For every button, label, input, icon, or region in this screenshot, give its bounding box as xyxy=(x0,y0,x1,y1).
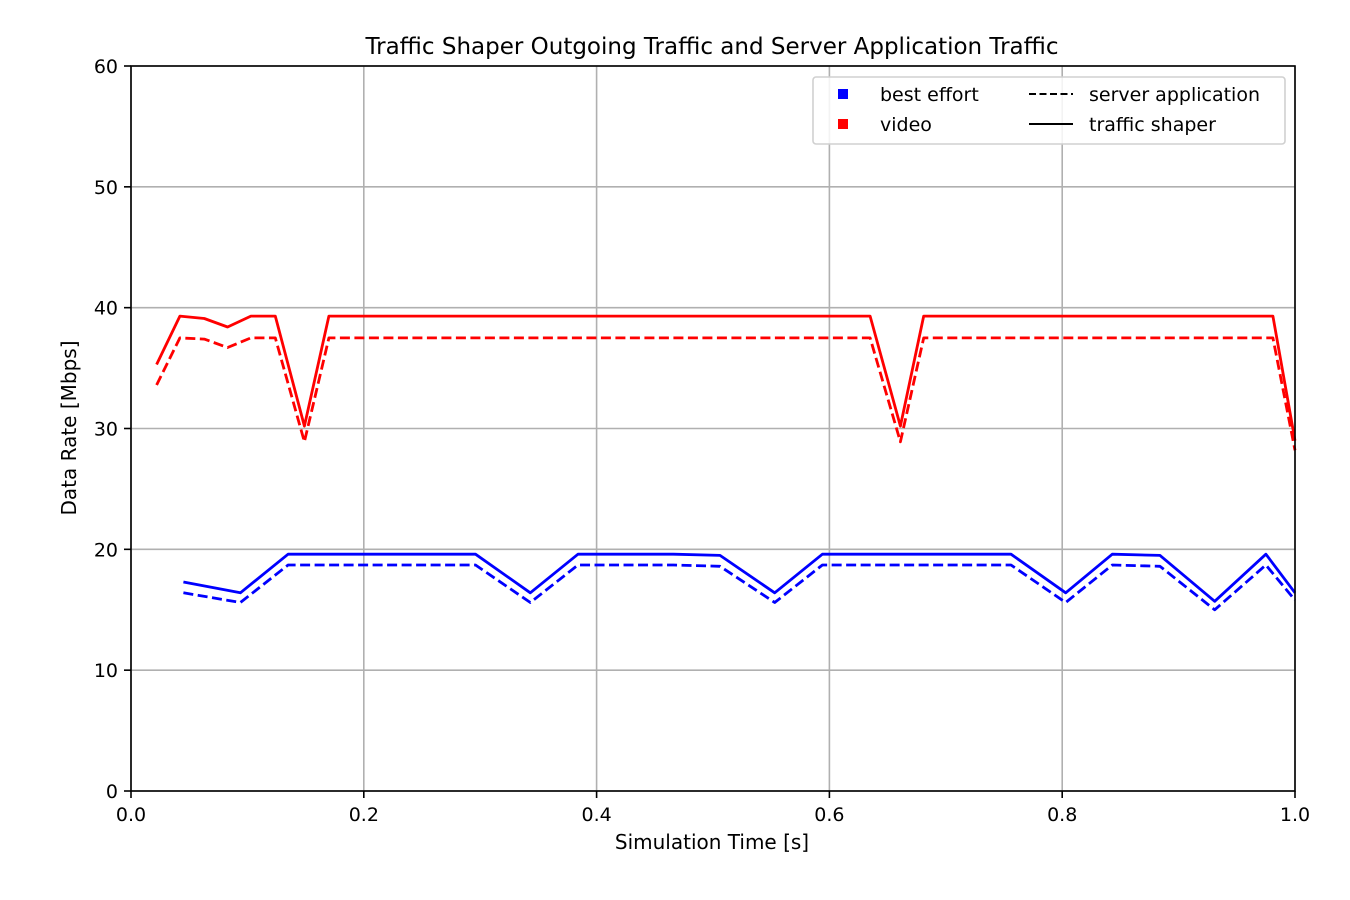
series-line-video-traffic-shaper xyxy=(155,314,1297,441)
axis-ticks: 0.0 0.2 0.4 0.6 0.8 1.0 0 10 20 30 40 50 60 xyxy=(94,56,1310,826)
grid xyxy=(130,65,1296,792)
x-axis-label: Simulation Time [s] xyxy=(615,830,809,854)
legend-swatch-best-effort xyxy=(838,89,848,99)
x-tick-label: 0.8 xyxy=(1047,804,1077,826)
chart-title: Traffic Shaper Outgoing Traffic and Serv… xyxy=(364,34,1058,60)
x-tick-label: 1.0 xyxy=(1280,804,1310,826)
x-tick-label: 0.4 xyxy=(581,804,611,826)
x-tick-label: 0.2 xyxy=(349,804,379,826)
legend: best effort video server application traffi… xyxy=(812,76,1286,145)
y-tick-label: 20 xyxy=(94,539,118,561)
y-tick-label: 10 xyxy=(94,660,118,682)
x-tick-label: 0.6 xyxy=(814,804,844,826)
legend-label-video: video xyxy=(880,114,932,136)
series-line-video-server-application xyxy=(155,336,1297,451)
y-tick-label: 40 xyxy=(94,298,118,320)
y-tick-label: 50 xyxy=(94,177,118,199)
series-lines xyxy=(155,314,1297,612)
y-tick-label: 60 xyxy=(94,56,118,78)
y-axis-label: Data Rate [Mbps] xyxy=(57,341,81,516)
legend-swatch-video xyxy=(838,119,848,129)
series-line-best-effort-server-application xyxy=(183,563,1297,612)
y-tick-label: 30 xyxy=(94,419,118,441)
legend-box xyxy=(812,76,1286,145)
legend-label-best-effort: best effort xyxy=(880,84,979,106)
y-tick-label: 0 xyxy=(106,781,118,803)
legend-label-server-application: server application xyxy=(1089,84,1260,106)
legend-label-traffic-shaper: traffic shaper xyxy=(1089,114,1216,136)
x-tick-label: 0.0 xyxy=(116,804,146,826)
series-line-best-effort-traffic-shaper xyxy=(183,552,1297,603)
